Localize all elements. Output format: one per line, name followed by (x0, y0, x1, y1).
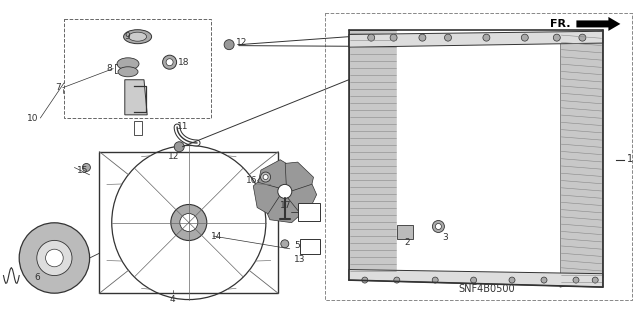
Circle shape (224, 40, 234, 50)
Bar (99, 152, 278, 293)
Circle shape (573, 277, 579, 283)
Text: 9: 9 (124, 32, 130, 41)
Text: 18: 18 (178, 58, 189, 67)
Text: 8: 8 (106, 64, 112, 73)
Circle shape (368, 34, 374, 41)
Text: 13: 13 (294, 256, 305, 264)
Circle shape (435, 224, 442, 229)
Circle shape (180, 213, 198, 232)
Polygon shape (397, 30, 560, 278)
Text: 4: 4 (170, 295, 175, 304)
Text: 15: 15 (77, 166, 88, 175)
Circle shape (278, 184, 292, 198)
Circle shape (470, 277, 477, 283)
Bar (300, 239, 319, 254)
Text: 1: 1 (627, 154, 634, 165)
Circle shape (554, 34, 560, 41)
Circle shape (483, 34, 490, 41)
Text: 12: 12 (168, 152, 180, 161)
Circle shape (36, 241, 72, 276)
Circle shape (433, 220, 444, 233)
Circle shape (281, 240, 289, 248)
Polygon shape (253, 181, 281, 214)
Polygon shape (267, 194, 301, 223)
Ellipse shape (118, 67, 138, 77)
Text: 11: 11 (177, 122, 189, 130)
Circle shape (260, 172, 271, 182)
Circle shape (171, 204, 207, 241)
Circle shape (592, 277, 598, 283)
Ellipse shape (117, 58, 139, 70)
Text: 14: 14 (211, 232, 223, 241)
Circle shape (390, 34, 397, 41)
Text: SNF4B0500: SNF4B0500 (458, 284, 515, 294)
Circle shape (509, 277, 515, 283)
Bar (64, 19, 211, 118)
Circle shape (579, 34, 586, 41)
Text: 16: 16 (246, 176, 257, 185)
Circle shape (432, 277, 438, 283)
Circle shape (541, 277, 547, 283)
Text: 2: 2 (404, 238, 410, 247)
Ellipse shape (129, 32, 147, 41)
Circle shape (419, 34, 426, 41)
Polygon shape (349, 270, 603, 287)
Circle shape (522, 34, 528, 41)
Polygon shape (259, 160, 287, 189)
Circle shape (174, 142, 184, 152)
Text: 6: 6 (34, 273, 40, 282)
FancyArrow shape (577, 17, 620, 31)
Circle shape (19, 223, 90, 293)
Text: 3: 3 (442, 233, 447, 242)
Polygon shape (560, 30, 603, 287)
Bar (397, 225, 413, 239)
Text: 7: 7 (55, 83, 61, 92)
Circle shape (83, 163, 90, 172)
Circle shape (166, 59, 173, 66)
Circle shape (263, 174, 268, 180)
Text: 5: 5 (295, 241, 300, 250)
Circle shape (163, 55, 177, 69)
Bar (134, 121, 143, 135)
Circle shape (45, 249, 63, 267)
Polygon shape (349, 30, 397, 274)
Text: 12: 12 (236, 38, 247, 47)
Polygon shape (286, 183, 317, 215)
Ellipse shape (124, 30, 152, 44)
Circle shape (394, 277, 400, 283)
Polygon shape (285, 162, 314, 192)
Polygon shape (125, 80, 147, 115)
Bar (298, 203, 319, 220)
Polygon shape (349, 31, 603, 47)
Circle shape (445, 34, 451, 41)
Circle shape (362, 277, 368, 283)
Text: 10: 10 (27, 114, 38, 122)
Text: 17: 17 (280, 201, 291, 210)
Text: FR.: FR. (550, 19, 570, 29)
